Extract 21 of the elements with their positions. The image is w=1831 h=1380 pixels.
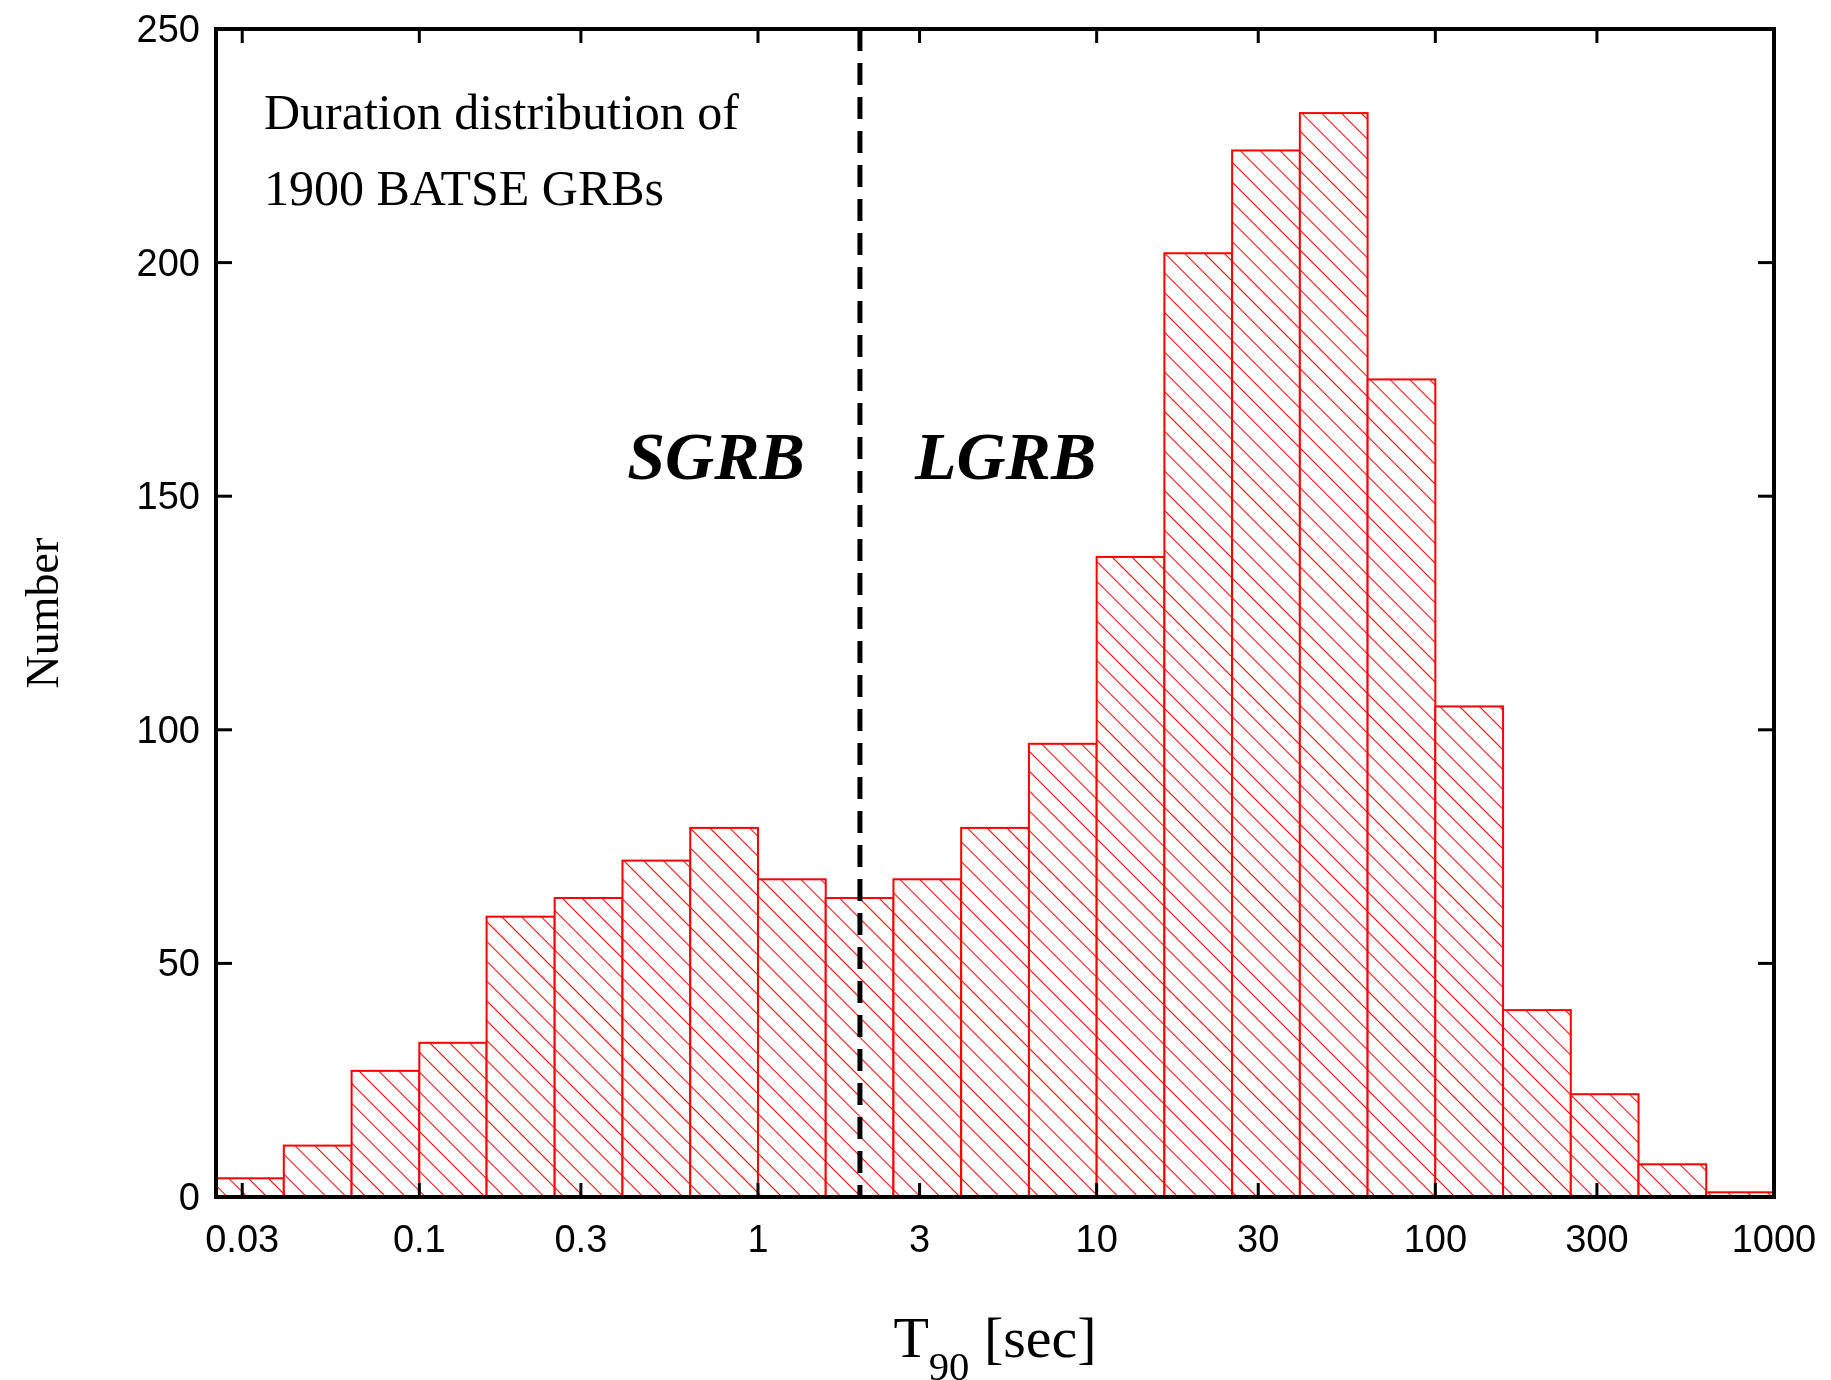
y-tick-label: 150 [136, 475, 200, 518]
y-axis-title: Number [17, 537, 68, 689]
x-tick-label: 100 [1403, 1218, 1468, 1260]
x-tick-label: 1000 [1731, 1218, 1817, 1260]
annotation: Duration distribution of 1900 BATSE GRBs [264, 84, 740, 216]
y-tick-label: 200 [136, 241, 200, 284]
x-tick-label: 1 [747, 1218, 769, 1260]
y-tick-label: 250 [136, 8, 200, 50]
x-tick-label: 3 [909, 1218, 931, 1260]
y-tick-label: 100 [136, 708, 200, 751]
y-tick-label: 0 [178, 1176, 200, 1218]
x-axis-title: T$_{90}$ [sec] [893, 1305, 1097, 1380]
x-tick-label: 0.1 [392, 1218, 446, 1260]
y-tick-label: 50 [157, 942, 200, 985]
x-tick-label: 300 [1565, 1218, 1629, 1260]
x-tick-label: 30 [1237, 1218, 1280, 1260]
annotation: SGRB [627, 418, 805, 494]
x-tick-label: 0.03 [205, 1218, 280, 1260]
annotation: LGRB [913, 418, 1097, 494]
x-tick-label: 0.3 [554, 1218, 608, 1260]
x-tick-label: 10 [1075, 1218, 1118, 1260]
